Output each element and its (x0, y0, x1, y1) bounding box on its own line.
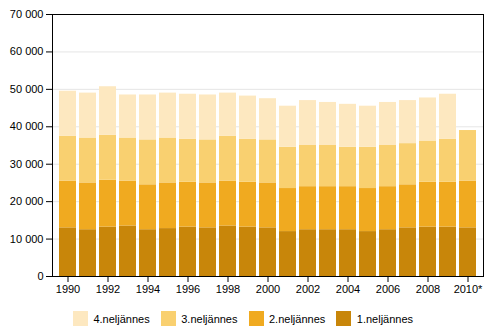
html-text:2.neljännes: 2.neljännes (269, 312, 326, 325)
svg-text:70 000: 70 000 (10, 8, 44, 20)
svg-text:1994: 1994 (136, 283, 160, 295)
svg-text:50 000: 50 000 (10, 83, 44, 95)
svg-text:2002: 2002 (296, 283, 320, 295)
svg-text:30 000: 30 000 (10, 158, 44, 170)
svg-text:1998: 1998 (216, 283, 240, 295)
svg-text:10 000: 10 000 (10, 233, 44, 245)
html-text:4.neljännes: 4.neljännes (93, 312, 150, 325)
svg-text:2000: 2000 (256, 283, 280, 295)
html-text:3.neljännes: 3.neljännes (181, 312, 238, 325)
svg-text:1992: 1992 (96, 283, 120, 295)
svg-text:20 000: 20 000 (10, 195, 44, 207)
svg-text:2010*: 2010* (454, 283, 483, 295)
svg-text:1996: 1996 (176, 283, 200, 295)
svg-text:2004: 2004 (336, 283, 360, 295)
svg-text:60 000: 60 000 (10, 45, 44, 57)
svg-text:2008: 2008 (416, 283, 440, 295)
svg-text:1990: 1990 (56, 283, 80, 295)
html-text:1.neljännes: 1.neljännes (356, 312, 414, 325)
svg-text:40 000: 40 000 (10, 120, 44, 132)
svg-text:2006: 2006 (376, 283, 400, 295)
svg-text:0: 0 (37, 270, 43, 282)
